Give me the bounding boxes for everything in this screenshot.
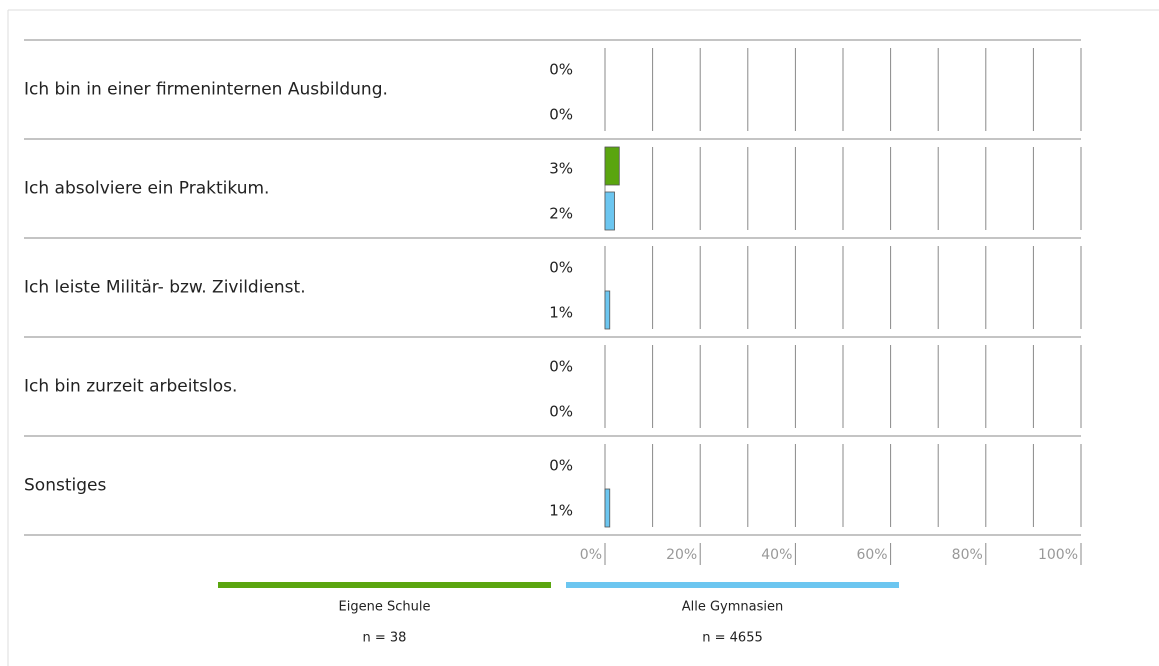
value-label: 1% [549,502,573,520]
x-tick-label: 100% [1038,547,1078,563]
value-label: 0% [549,358,573,376]
bar [604,290,611,330]
category-label: Ich leiste Militär- bzw. Zivildienst. [24,278,306,298]
bar [604,191,615,231]
value-label: 1% [549,304,573,322]
legend-swatch [218,582,551,588]
value-label: 2% [549,205,573,223]
legend-swatch [566,582,899,588]
legend-note: n = 4655 [702,631,762,646]
x-tick-label: 60% [856,547,887,563]
value-label: 0% [549,61,573,79]
value-label: 0% [549,259,573,277]
value-label: 0% [549,106,573,124]
x-tick-label: 20% [666,547,697,563]
category-label: Ich bin in einer firmeninternen Ausbildu… [24,80,388,100]
bar [604,146,620,186]
value-label: 0% [549,457,573,475]
category-label: Sonstiges [24,476,106,496]
legend-label: Eigene Schule [339,600,431,615]
value-label: 3% [549,160,573,178]
x-tick-label: 80% [952,547,983,563]
x-tick-label: 0% [580,547,602,563]
legend-note: n = 38 [363,631,407,646]
x-tick-label: 40% [761,547,792,563]
value-label: 0% [549,403,573,421]
category-label: Ich absolviere ein Praktikum. [24,179,269,199]
bar [604,488,611,528]
legend-label: Alle Gymnasien [682,600,784,615]
category-label: Ich bin zurzeit arbeitslos. [24,377,237,397]
